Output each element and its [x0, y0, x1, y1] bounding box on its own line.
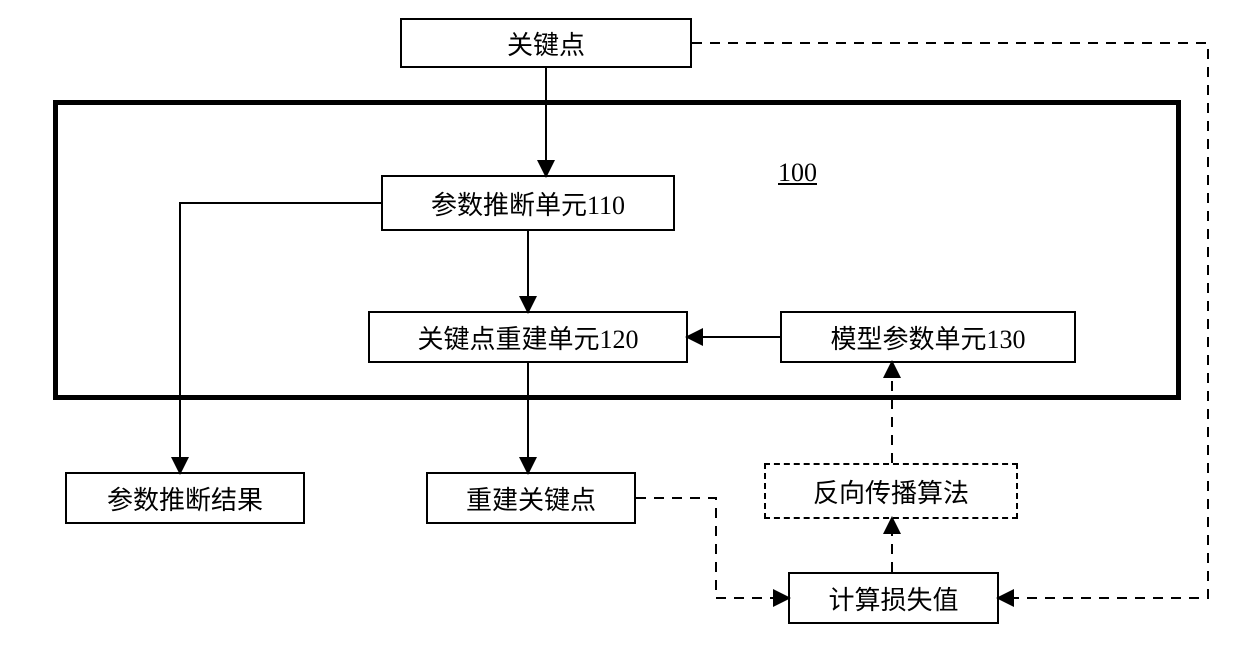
node-unit-110: 参数推断单元110 — [381, 175, 675, 231]
node-backprop: 反向传播算法 — [764, 463, 1018, 519]
node-rebuild-keypoint: 重建关键点 — [426, 472, 636, 524]
node-unit-120: 关键点重建单元120 — [368, 311, 688, 363]
diagram-canvas: 100 关键点 参数推断单元110 关键点重建单元120 模型参数单元130 参… — [0, 0, 1240, 665]
node-unit-130: 模型参数单元130 — [780, 311, 1076, 363]
node-calc-loss: 计算损失值 — [788, 572, 999, 624]
ref-label-100: 100 — [778, 158, 817, 188]
node-param-result: 参数推断结果 — [65, 472, 305, 524]
node-keypoint: 关键点 — [400, 18, 692, 68]
